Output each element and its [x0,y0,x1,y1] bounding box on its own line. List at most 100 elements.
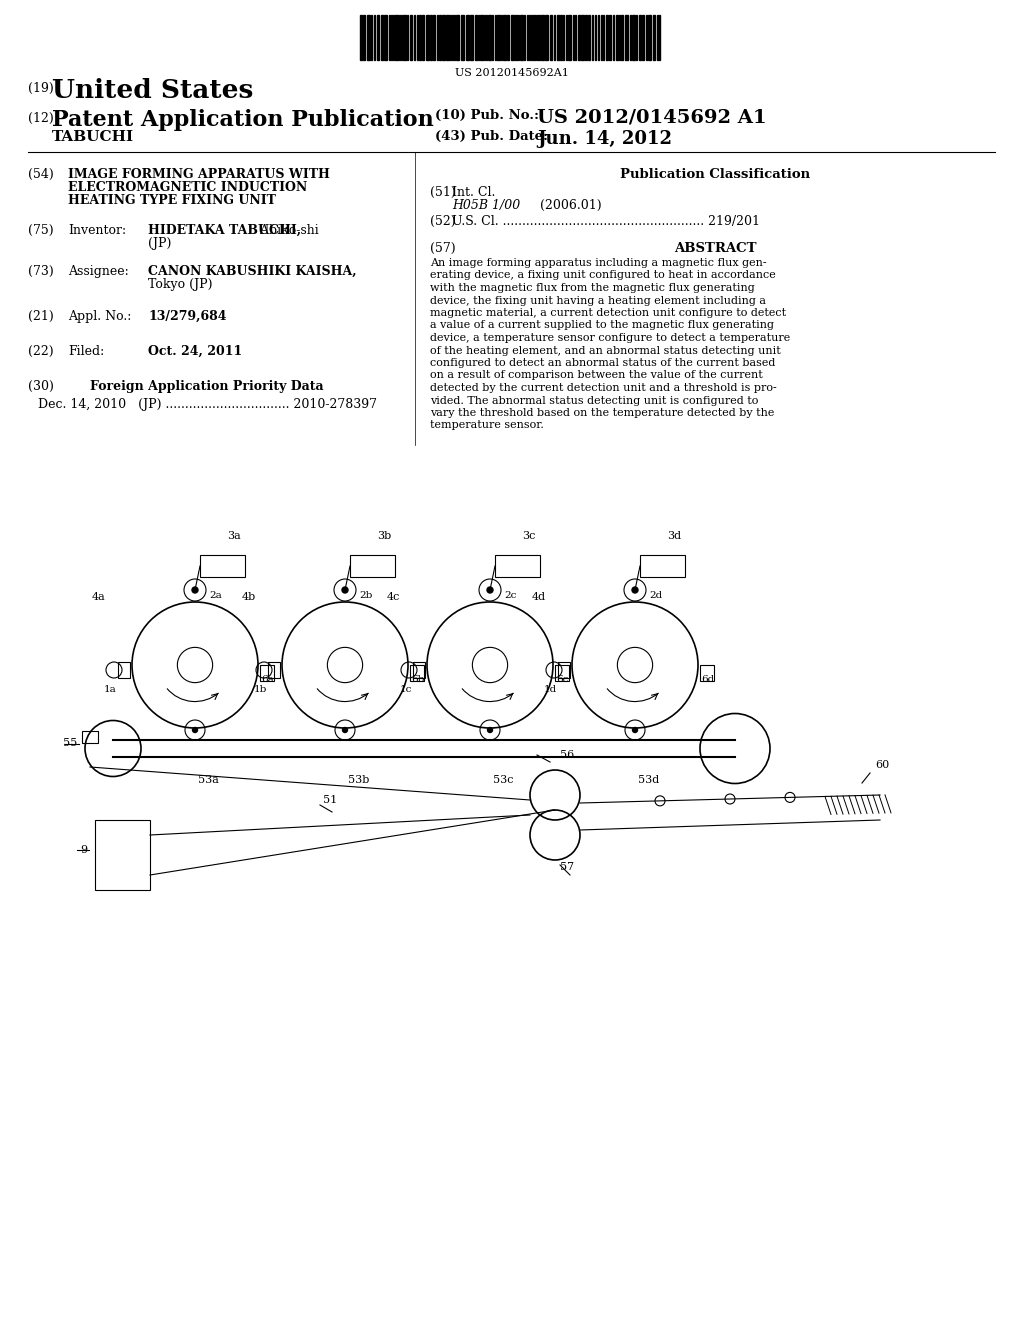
Text: device, the fixing unit having a heating element including a: device, the fixing unit having a heating… [430,296,766,305]
Text: 3d: 3d [667,531,681,541]
Text: 6c: 6c [556,675,568,684]
Text: of the heating element, and an abnormal status detecting unit: of the heating element, and an abnormal … [430,346,780,355]
Text: Dec. 14, 2010   (JP) ................................ 2010-278397: Dec. 14, 2010 (JP) .....................… [38,399,377,411]
Bar [538,15,540,59]
Bar [550,15,552,59]
Bar [497,15,500,59]
Bar [495,554,540,577]
Text: 57: 57 [560,862,574,873]
Bar [632,15,635,59]
Bar [95,820,150,890]
Bar [616,15,618,59]
Text: 9: 9 [80,845,87,855]
Text: a value of a current supplied to the magnetic flux generating: a value of a current supplied to the mag… [430,321,774,330]
Bar [555,665,569,681]
Text: (54): (54) [28,168,53,181]
Text: CANON KABUSHIKI KAISHA,: CANON KABUSHIKI KAISHA, [148,265,356,279]
Bar [648,15,651,59]
Bar [470,15,473,59]
Circle shape [193,727,198,733]
Text: Jun. 14, 2012: Jun. 14, 2012 [537,129,672,148]
Bar [430,15,432,59]
Text: (30): (30) [28,380,54,393]
Circle shape [632,587,638,593]
Bar [515,15,517,59]
Bar [377,15,379,59]
Bar [642,15,644,59]
Text: (22): (22) [28,345,53,358]
Bar [442,15,445,59]
Bar [534,15,535,59]
Text: vary the threshold based on the temperature detected by the: vary the threshold based on the temperat… [430,408,774,418]
Text: 1c: 1c [399,685,412,694]
Text: 2a: 2a [209,590,222,599]
Bar [350,554,395,577]
Bar [639,15,641,59]
Text: (2006.01): (2006.01) [540,199,602,213]
Bar [362,15,365,59]
Text: 6b: 6b [411,675,424,684]
Bar [511,15,514,59]
Text: 53a: 53a [198,775,219,785]
Text: 3b: 3b [377,531,391,541]
Bar [410,665,424,681]
Text: Abiko-shi: Abiko-shi [256,224,318,238]
Bar [488,15,490,59]
Bar [82,731,98,743]
Circle shape [487,587,493,593]
Text: US 2012/0145692 A1: US 2012/0145692 A1 [537,110,767,127]
Bar [461,15,464,59]
Text: (52): (52) [430,215,456,228]
Text: 3c: 3c [522,531,536,541]
Text: Oct. 24, 2011: Oct. 24, 2011 [148,345,243,358]
Text: (51): (51) [430,186,456,199]
Bar [578,15,580,59]
Text: 53c: 53c [493,775,513,785]
Bar [507,15,509,59]
Text: 6a: 6a [261,675,273,684]
Bar [384,15,387,59]
Bar [456,15,459,59]
Bar [360,15,362,59]
Text: Patent Application Publication: Patent Application Publication [52,110,434,131]
Bar [395,15,398,59]
Bar [585,15,587,59]
Text: Int. Cl.: Int. Cl. [452,186,496,199]
Text: 1d: 1d [544,685,557,694]
Text: 56: 56 [560,750,574,760]
Bar [439,15,441,59]
Bar [606,15,608,59]
Bar [410,15,412,59]
Bar [413,663,425,678]
Text: IMAGE FORMING APPARATUS WITH: IMAGE FORMING APPARATUS WITH [68,168,330,181]
Text: Foreign Application Priority Data: Foreign Application Priority Data [90,380,324,393]
Text: ELECTROMAGNETIC INDUCTION: ELECTROMAGNETIC INDUCTION [68,181,307,194]
Text: (75): (75) [28,224,53,238]
Text: Publication Classification: Publication Classification [620,168,810,181]
Text: 4b: 4b [242,591,256,602]
Bar [403,15,406,59]
Circle shape [342,587,348,593]
Text: (57): (57) [430,242,456,255]
Text: Inventor:: Inventor: [68,224,126,238]
Bar [609,15,611,59]
Circle shape [487,727,493,733]
Bar [475,15,477,59]
Bar [625,15,628,59]
Text: device, a temperature sensor configure to detect a temperature: device, a temperature sensor configure t… [430,333,791,343]
Text: U.S. Cl. .................................................... 219/201: U.S. Cl. ...............................… [452,215,760,228]
Bar [558,663,570,678]
Text: 4a: 4a [92,591,105,602]
Text: 4c: 4c [387,591,400,602]
Text: 60: 60 [874,760,889,770]
Bar [419,15,421,59]
Circle shape [633,727,638,733]
Text: erating device, a fixing unit configured to heat in accordance: erating device, a fixing unit configured… [430,271,776,281]
Bar [268,663,280,678]
Text: 53d: 53d [638,775,659,785]
Text: (JP): (JP) [148,238,171,249]
Text: on a result of comparison between the value of the current: on a result of comparison between the va… [430,371,763,380]
Bar [640,554,685,577]
Text: 53b: 53b [348,775,370,785]
Bar [446,15,449,59]
